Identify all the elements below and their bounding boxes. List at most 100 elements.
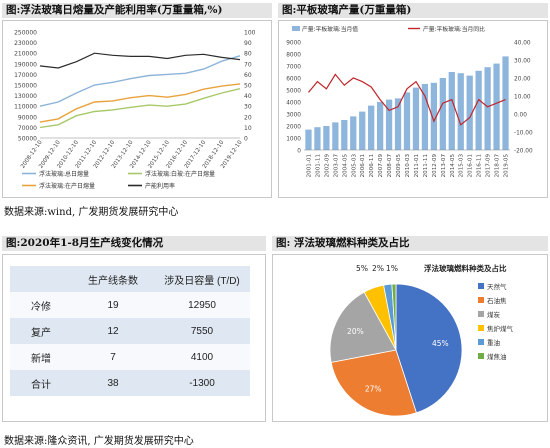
pie-data-label: 2%: [372, 264, 384, 273]
pie-data-label: 27%: [365, 385, 382, 394]
bar: [385, 99, 393, 150]
x-tick-label: 2010-03: [405, 154, 411, 178]
bar: [484, 67, 491, 150]
bar: [403, 92, 411, 150]
y-tick-label: 8000: [286, 53, 301, 59]
table-header-row: 生产线条数 涉及日容量 (T/D): [10, 266, 250, 292]
y-tick-label: 90000: [18, 114, 37, 121]
y2-tick-label: 40.00: [514, 41, 531, 47]
legend-label: 产量:平板玻璃:当月值: [302, 25, 358, 33]
y2-tick-label: 20: [244, 114, 252, 121]
legend-label: 产能利用率: [145, 182, 175, 190]
legend-swatch: [478, 339, 484, 345]
y2-tick-label: 10.00: [514, 95, 531, 101]
y2-tick-label: 100: [244, 30, 256, 37]
x-tick-label: 2015-03: [459, 154, 465, 178]
legend-label: 浮法玻璃:总日熔量: [39, 170, 89, 178]
pie-chart-svg: 45% 27% 20% 5% 2% 1% 浮法玻璃燃料种类及占比天然气石油焦煤炭焦炉煤气重油…: [329, 263, 514, 417]
x-tick-label: 2006-01: [360, 154, 366, 178]
y-tick-label: 130000: [14, 93, 37, 100]
legend-label: 石油焦: [487, 296, 507, 305]
x-tick-label: 2016-01: [468, 154, 474, 178]
bar: [376, 102, 384, 150]
bar: [368, 105, 375, 150]
table-row: 复产 12 7550: [10, 318, 250, 344]
legend-label: 煤焦油: [487, 352, 507, 361]
table-header: 图:2020年1-8月生产线变化情况: [2, 236, 266, 251]
bar: [448, 72, 455, 150]
bar: [350, 116, 357, 150]
bar: [359, 111, 366, 150]
bar: [466, 75, 473, 150]
y-tick-label: 4000: [286, 101, 301, 107]
pie-slice: [391, 283, 397, 351]
bar: [394, 98, 402, 150]
y-tick-label: 1000: [286, 137, 301, 143]
pie-title: 浮法玻璃燃料种类及占比: [424, 263, 507, 273]
table-cell: 38: [107, 377, 119, 389]
table-head-cell: [10, 266, 72, 292]
y2-tick-label: 10: [244, 125, 252, 132]
x-tick-label: 2014-05: [450, 154, 456, 178]
legend-label: 产量:平板玻璃:当月同比: [423, 25, 485, 33]
bar: [493, 63, 500, 150]
x-tick-label: 2017-09: [486, 154, 492, 178]
y2-tick-label: 30: [244, 104, 252, 111]
table-row: 新增 7 4100: [10, 344, 250, 370]
pie-header: 图: 浮法玻璃燃料种类及占比: [272, 236, 548, 251]
y-tick-label: 2000: [286, 125, 301, 131]
table-head-cell: 涉及日容量 (T/D): [154, 266, 250, 292]
legend-swatch: [478, 353, 484, 359]
pie-slice: [329, 291, 397, 363]
pie-slice: [395, 283, 463, 414]
pie-data-label: 20%: [347, 327, 364, 336]
table-cell: 复产: [31, 327, 51, 339]
bar: [502, 56, 509, 150]
source-note-1: 数据来源:wind, 广发期货发展研究中心: [4, 207, 179, 218]
x-tick-label: 2008-07: [387, 154, 393, 178]
y2-tick-label: 40: [244, 93, 252, 100]
table-cell: 12: [107, 325, 119, 337]
y-tick-label: 6000: [286, 77, 301, 83]
bar: [323, 126, 330, 150]
bar: [332, 122, 339, 150]
y-tick-label: 7000: [286, 65, 301, 71]
x-tick-label: 2003-07: [333, 154, 339, 178]
y-tick-label: 9000: [286, 41, 301, 47]
bar: [341, 120, 348, 150]
chart1-svg: 50000 70000 90000 110000 130000 150000 170000 1…: [14, 30, 256, 191]
x-tick-label: 2013-07: [441, 154, 447, 178]
bar: [475, 70, 482, 150]
legend-swatch: [292, 26, 300, 31]
source-note-2: 数据来源:隆众资讯, 广发期货发展研究中心: [4, 436, 194, 447]
y-tick-label: 70000: [18, 125, 37, 132]
bar: [412, 87, 420, 150]
legend-swatch: [478, 325, 484, 331]
legend-label: 天然气: [487, 282, 507, 291]
x-tick-label: 2019-05: [504, 154, 510, 178]
y-tick-label: 170000: [14, 72, 37, 79]
x-tick-label: 2004-05: [342, 154, 348, 178]
table-cell: 19: [107, 299, 119, 311]
bar: [314, 127, 321, 150]
legend-swatch: [478, 283, 484, 289]
table-cell: 7: [110, 351, 116, 363]
table-cell: 合计: [31, 379, 51, 391]
y-tick-label: 230000: [14, 40, 37, 47]
y-tick-label: 190000: [14, 61, 37, 68]
y2-tick-label: 50: [244, 83, 252, 90]
y-tick-label: 210000: [14, 51, 37, 58]
table-cell: 新增: [31, 353, 51, 365]
chart2-header: 图:平板玻璃产量(万重量箱): [278, 3, 548, 18]
y-tick-label: 0: [297, 149, 301, 155]
table-cell: -1300: [189, 377, 215, 389]
x-tick-label: 2001-11: [315, 154, 321, 178]
x-tick-label: 2006-11: [369, 154, 375, 178]
legend-swatch: [478, 297, 484, 303]
y-tick-label: 110000: [14, 104, 37, 111]
bar: [439, 78, 446, 150]
y2-tick-label: -10.00: [514, 131, 533, 137]
table-row: 冷修 19 12950: [10, 292, 250, 318]
series-line: [39, 52, 241, 69]
chart2-svg: 产量:平板玻璃:当月值 产量:平板玻璃:当月同比 0 1000 2000 3000 4000…: [286, 25, 533, 178]
